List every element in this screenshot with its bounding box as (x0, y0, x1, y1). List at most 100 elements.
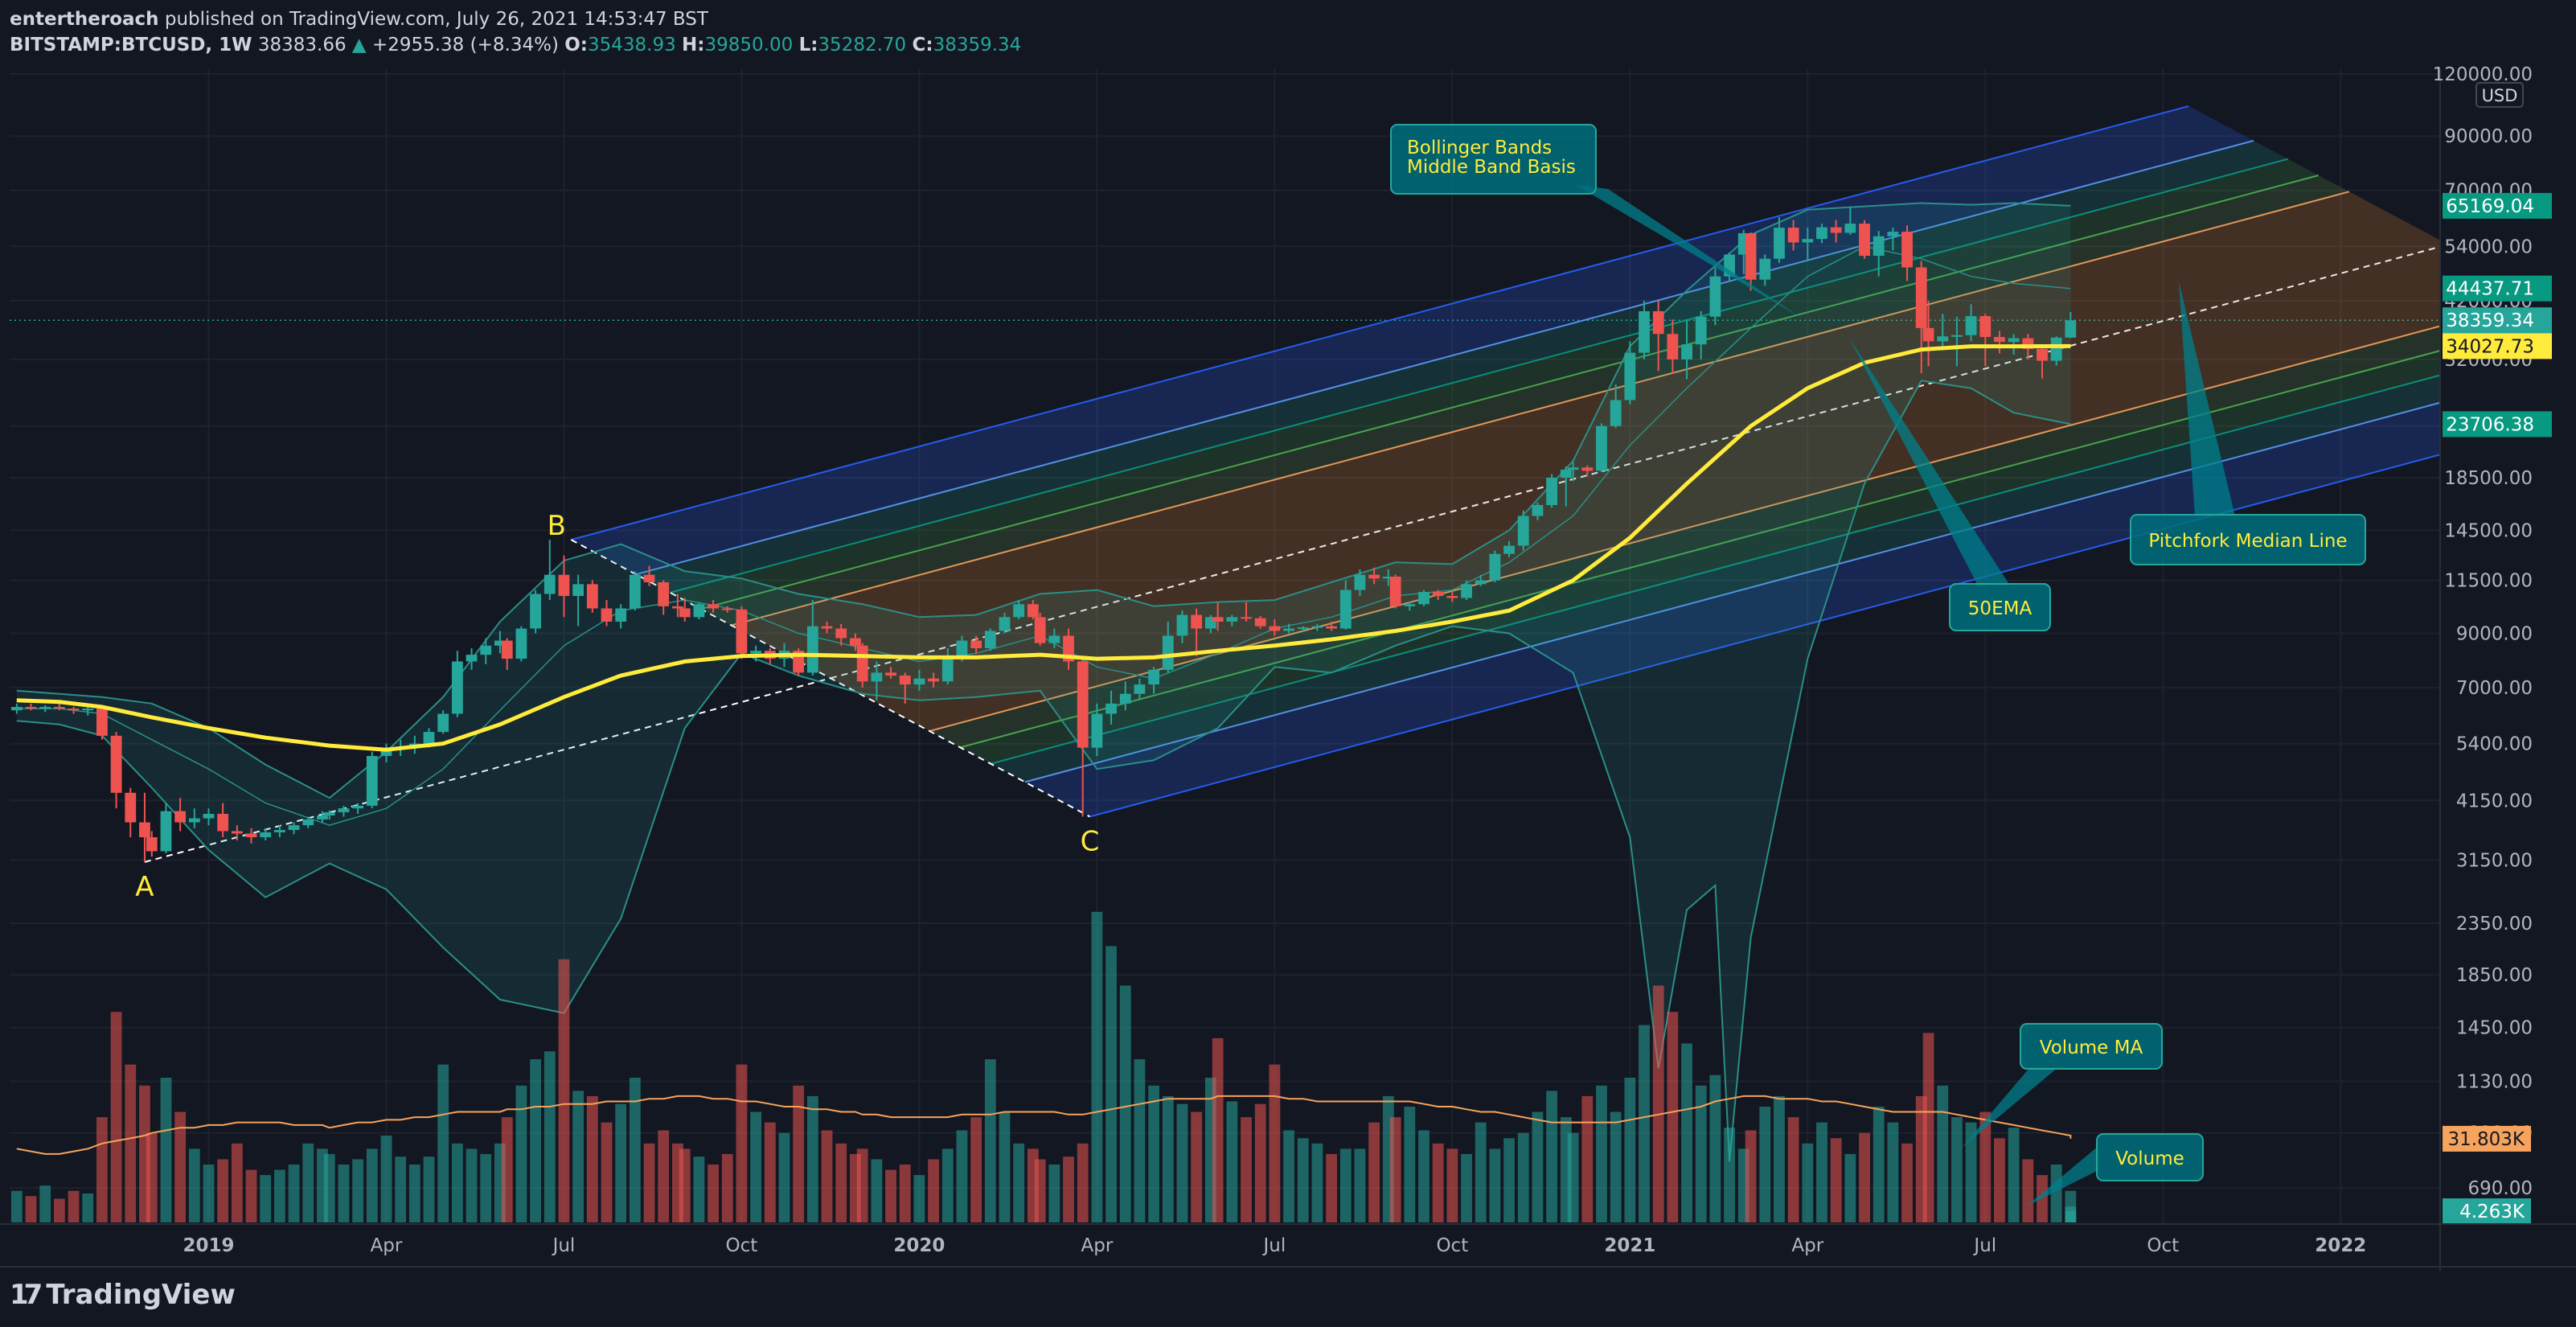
candle-body (2008, 338, 2020, 343)
candle-body (139, 822, 150, 838)
candle-body (2050, 337, 2062, 361)
volume-bar (1148, 1085, 1160, 1222)
volume-bar (835, 1143, 847, 1222)
time-tick-label: 2020 (893, 1235, 945, 1256)
candle-body (1176, 614, 1188, 636)
volume-bar (1226, 1101, 1238, 1222)
candle-body (1297, 627, 1309, 630)
tradingview-logo[interactable]: 17 TradingView (10, 1279, 236, 1311)
volume-bar (821, 1130, 833, 1222)
volume-bar (1254, 1103, 1266, 1222)
volume-bar (395, 1157, 407, 1222)
candle-body (1226, 617, 1238, 622)
candle-body (1339, 590, 1352, 629)
price-tick-label: 1850.00 (2456, 965, 2533, 986)
candle-body (1887, 232, 1899, 236)
candle-body (1560, 470, 1572, 478)
volume-bar (1404, 1107, 1416, 1222)
candle-body (1901, 232, 1913, 268)
time-tick-label: Jul (1261, 1235, 1286, 1256)
candle-body (1532, 504, 1544, 516)
volume-badge-label: 4.263K (2459, 1202, 2525, 1222)
volume-bar (572, 1091, 585, 1222)
price-badge-label: 38359.34 (2446, 310, 2534, 331)
price-tick-label: 14500.00 (2444, 520, 2533, 541)
volume-bar (1297, 1138, 1309, 1222)
time-tick-label: Apr (1791, 1235, 1823, 1256)
open-label: O: (564, 35, 588, 55)
candle-body (1077, 661, 1089, 748)
open-value: 35438.93 (587, 35, 676, 55)
candle-body (601, 608, 613, 622)
volume-bar (1652, 985, 1664, 1222)
pitchfork-level-line (1024, 365, 2576, 783)
candle-body (352, 805, 364, 809)
pitchfork-level-line (571, 105, 2189, 541)
candle-body (736, 609, 748, 654)
volume-bar (160, 1078, 172, 1222)
candle-body (1212, 617, 1224, 622)
volume-badge (2443, 1198, 2531, 1225)
volume-bar (658, 1130, 670, 1222)
candle-body (586, 584, 598, 609)
price-tick-label: 3150.00 (2456, 850, 2533, 871)
candle-body (494, 640, 506, 646)
volume-bar (615, 1103, 627, 1222)
pitchfork-zone (700, 175, 2349, 626)
pitchfork-level-line (731, 191, 2350, 627)
price-badge-label: 65169.04 (2446, 196, 2534, 217)
candle-body (708, 604, 719, 609)
candle-body (721, 608, 733, 610)
candle-body (544, 574, 556, 594)
volume-bar (188, 1148, 200, 1222)
symbol-label[interactable]: BITSTAMP:BTCUSD, 1W (10, 35, 252, 55)
candle-body (530, 594, 541, 629)
volume-bar (778, 1132, 790, 1222)
volume-bar (1745, 1130, 1757, 1222)
candle-body (423, 732, 435, 744)
pitchfork-level-line (1089, 417, 2576, 818)
volume-bar (82, 1193, 94, 1222)
time-tick-label: 2019 (183, 1235, 234, 1256)
volume-bar (39, 1185, 51, 1222)
candle-body (970, 640, 982, 648)
volume-bar (1503, 1138, 1515, 1222)
volume-badge-label: 31.803K (2447, 1129, 2525, 1150)
candle-body (203, 813, 215, 819)
volume-bar (1063, 1157, 1074, 1222)
candle-body (2065, 320, 2077, 338)
chart-header: entertheroach published on TradingView.c… (10, 6, 1021, 58)
volume-bar (25, 1196, 37, 1222)
volume-bar (1724, 1128, 1735, 1222)
volume-bar (1681, 1043, 1692, 1222)
pitchfork-level-line (670, 158, 2288, 594)
volume-bar (1774, 1095, 1785, 1222)
volume-bar (1162, 1095, 1174, 1222)
volume-bar (1354, 1148, 1366, 1222)
volume-bar (1965, 1122, 1977, 1222)
price-tick-label: 1450.00 (2456, 1018, 2533, 1039)
volume-bar (174, 1111, 187, 1222)
volume-bar (380, 1136, 392, 1222)
volume-bar (736, 1064, 748, 1222)
candle-body (1269, 626, 1281, 631)
candle-body (849, 638, 861, 646)
callout-pointer (1849, 338, 2010, 585)
volume-bar (2037, 1175, 2048, 1222)
candle-body (913, 678, 925, 685)
pitchfork-bc-line (570, 539, 1091, 818)
volume-bar (1844, 1153, 1856, 1222)
candle-body (1489, 553, 1501, 581)
callout-box (2096, 1133, 2204, 1181)
candle-body (260, 832, 272, 838)
author-name[interactable]: entertheroach (10, 9, 159, 30)
last-price: 38383.66 (257, 35, 347, 55)
candle-body (643, 574, 655, 582)
candle-body (1311, 626, 1323, 628)
volume-bar (629, 1078, 641, 1222)
candle-body (750, 651, 762, 654)
candle-body (1503, 545, 1515, 554)
price-badge (2443, 333, 2552, 359)
